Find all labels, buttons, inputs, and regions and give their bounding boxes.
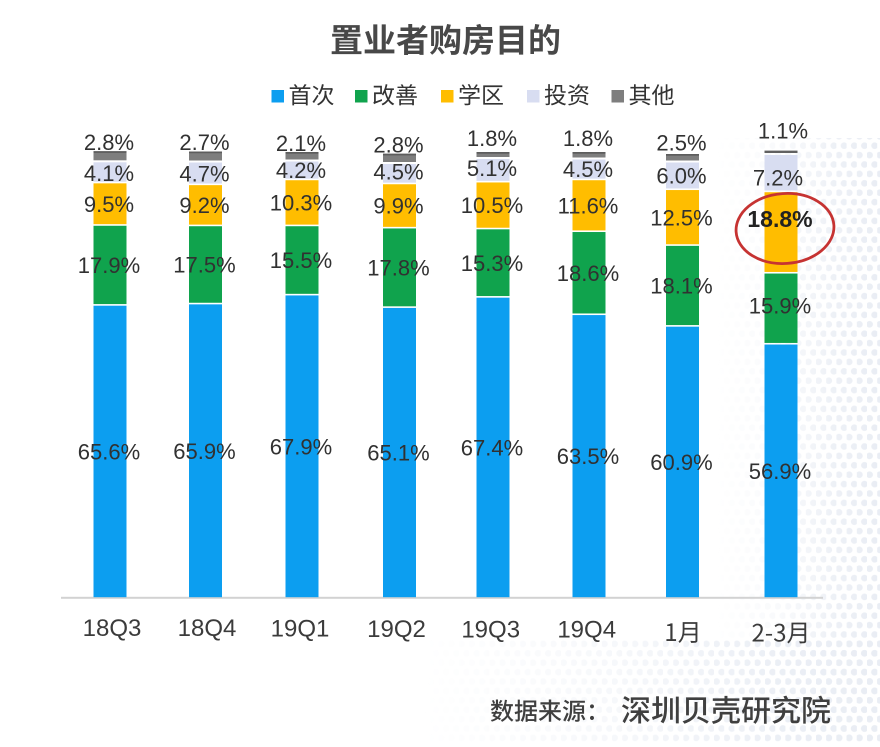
svg-text:4.1%: 4.1% <box>84 161 134 186</box>
svg-text:19Q2: 19Q2 <box>367 616 426 643</box>
svg-text:6.0%: 6.0% <box>656 164 706 189</box>
svg-text:65.9%: 65.9% <box>173 439 235 464</box>
svg-text:19Q4: 19Q4 <box>557 617 616 644</box>
svg-text:9.9%: 9.9% <box>373 194 423 219</box>
svg-text:17.5%: 17.5% <box>173 253 235 278</box>
svg-text:18.1%: 18.1% <box>650 274 712 299</box>
svg-text:4.7%: 4.7% <box>179 162 229 187</box>
svg-text:67.9%: 67.9% <box>270 434 332 459</box>
svg-text:4.2%: 4.2% <box>276 158 326 183</box>
svg-text:15.5%: 15.5% <box>270 248 332 273</box>
svg-text:2.5%: 2.5% <box>656 131 706 156</box>
svg-text:17.9%: 17.9% <box>78 253 140 278</box>
svg-text:56.9%: 56.9% <box>749 459 811 484</box>
svg-text:19Q3: 19Q3 <box>461 617 520 644</box>
svg-text:65.6%: 65.6% <box>78 439 140 464</box>
svg-text:67.4%: 67.4% <box>461 435 523 460</box>
svg-text:2.1%: 2.1% <box>276 131 326 156</box>
svg-text:10.3%: 10.3% <box>270 191 332 216</box>
svg-text:17.8%: 17.8% <box>367 256 429 281</box>
svg-text:15.3%: 15.3% <box>461 251 523 276</box>
svg-text:1.1%: 1.1% <box>758 119 808 144</box>
svg-text:63.5%: 63.5% <box>557 444 619 469</box>
svg-text:5.1%: 5.1% <box>467 156 517 181</box>
svg-text:12.5%: 12.5% <box>650 205 712 230</box>
svg-text:65.1%: 65.1% <box>367 441 429 466</box>
svg-text:10.5%: 10.5% <box>461 193 523 218</box>
svg-text:18.8%: 18.8% <box>747 206 812 232</box>
svg-text:2.8%: 2.8% <box>84 130 134 155</box>
svg-text:60.9%: 60.9% <box>650 450 712 475</box>
svg-text:15.9%: 15.9% <box>749 293 811 318</box>
svg-text:18Q3: 18Q3 <box>83 615 142 642</box>
svg-text:4.5%: 4.5% <box>373 159 423 184</box>
svg-text:1.8%: 1.8% <box>467 126 517 151</box>
svg-text:18.6%: 18.6% <box>557 261 619 286</box>
svg-text:19Q1: 19Q1 <box>271 616 330 643</box>
svg-text:2.8%: 2.8% <box>373 133 423 158</box>
svg-text:4.5%: 4.5% <box>563 157 613 182</box>
svg-text:9.2%: 9.2% <box>179 193 229 218</box>
svg-text:11.6%: 11.6% <box>558 193 619 218</box>
svg-text:1.8%: 1.8% <box>563 126 613 151</box>
svg-text:9.5%: 9.5% <box>84 192 134 217</box>
svg-text:7.2%: 7.2% <box>753 165 803 190</box>
svg-text:2.7%: 2.7% <box>179 130 229 155</box>
svg-text:18Q4: 18Q4 <box>178 615 237 642</box>
